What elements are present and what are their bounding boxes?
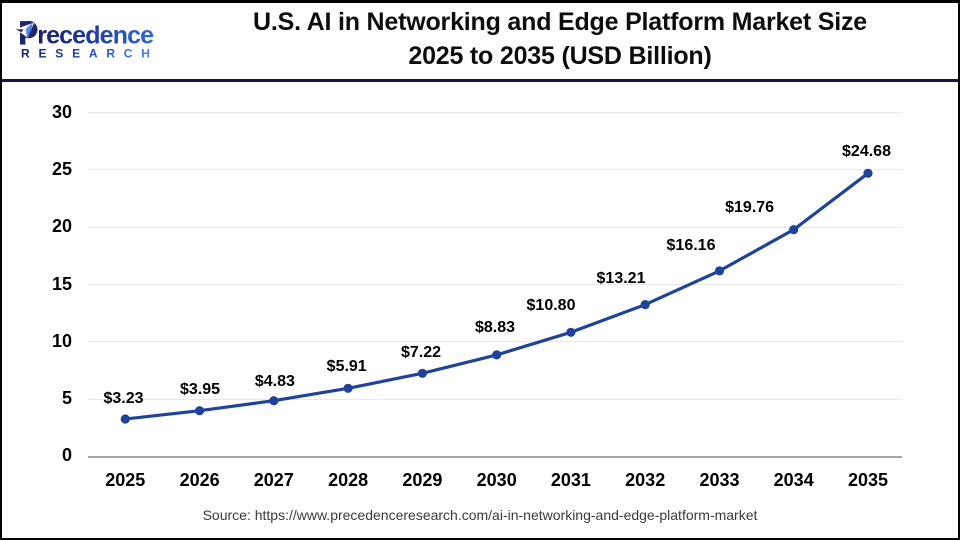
svg-text:recedence: recedence bbox=[37, 22, 154, 50]
svg-text:RESEARCH: RESEARCH bbox=[21, 47, 159, 61]
